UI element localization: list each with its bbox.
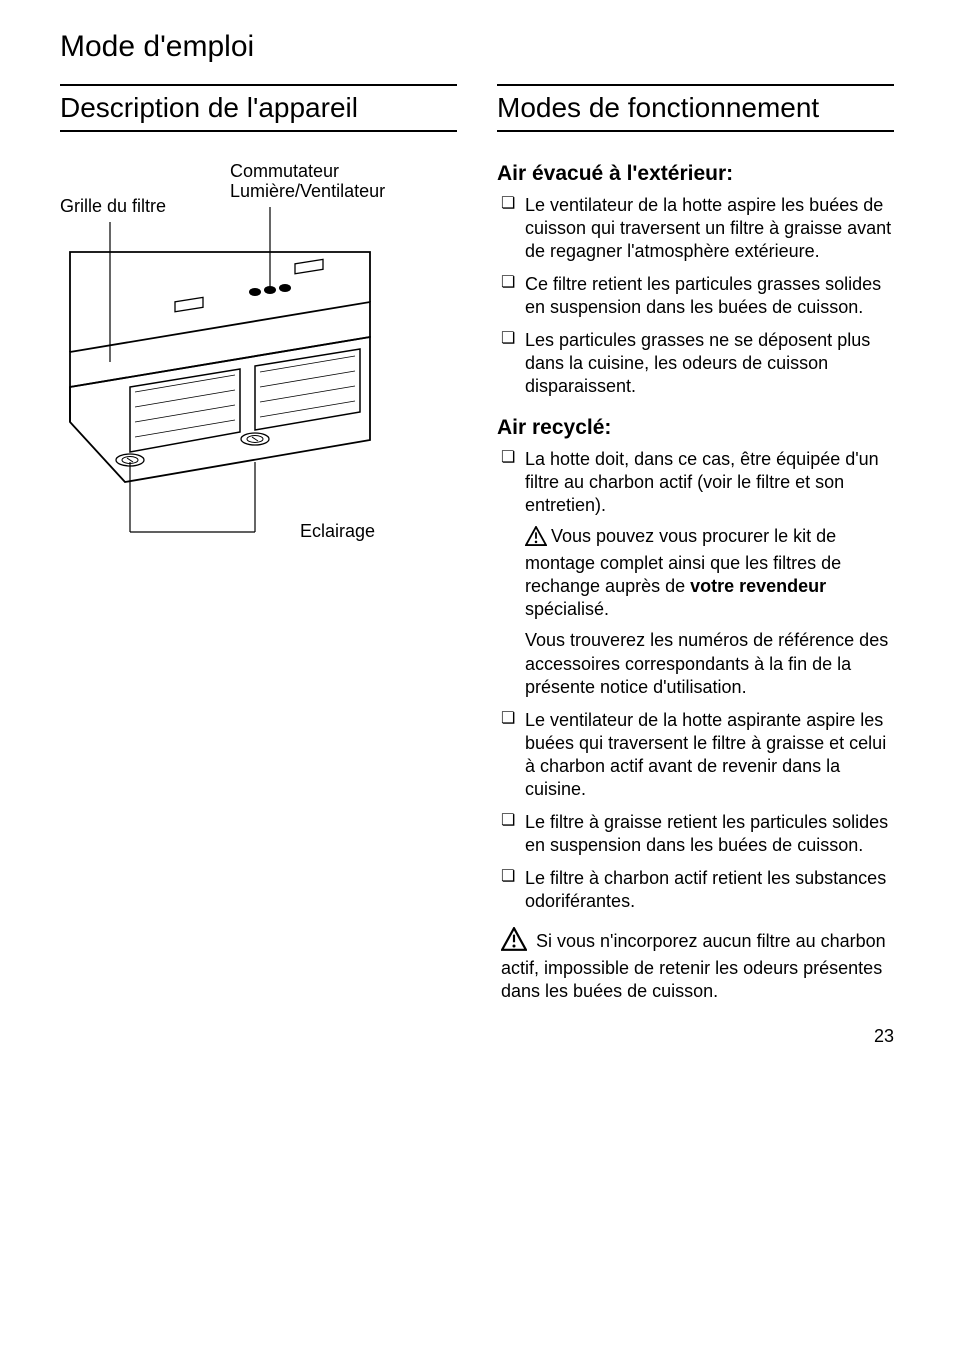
list-item-text: La hotte doit, dans ce cas, être équipée… <box>525 449 879 515</box>
list-item: La hotte doit, dans ce cas, être équipée… <box>497 448 894 698</box>
left-column: Description de l'appareil Commutateur Lu… <box>60 84 457 1007</box>
section1-title: Air évacué à l'extérieur: <box>497 162 894 186</box>
right-heading: Modes de fonctionnement <box>497 84 894 132</box>
bottom-warning-text: Si vous n'incorporez aucun filtre au cha… <box>501 931 886 1001</box>
section2-list-a: La hotte doit, dans ce cas, être équipée… <box>497 448 894 913</box>
list-item: Ce filtre retient les particules grasses… <box>497 273 894 319</box>
right-column: Modes de fonctionnement Air évacué à l'e… <box>497 84 894 1007</box>
note-with-icon: Vous pouvez vous procurer le kit de mont… <box>525 525 894 621</box>
section2-title: Air recyclé: <box>497 416 894 440</box>
section1-list: Le ventilateur de la hotte aspire les bu… <box>497 194 894 398</box>
note2: Vous trouverez les numéros de référence … <box>525 629 894 698</box>
list-item: Le filtre à charbon actif retient les su… <box>497 867 894 913</box>
page-title: Mode d'emploi <box>60 30 894 64</box>
hood-svg <box>60 162 450 562</box>
label-commutateur: Commutateur Lumière/Ventilateur <box>230 162 385 202</box>
list-item: Le filtre à graisse retient les particul… <box>497 811 894 857</box>
list-item: Le ventilateur de la hotte aspire les bu… <box>497 194 894 263</box>
warning-icon <box>501 927 527 957</box>
note1-bold: votre revendeur <box>690 576 826 596</box>
list-item: Le ventilateur de la hotte aspirante asp… <box>497 709 894 801</box>
label-commutateur-line2: Lumière/Ventilateur <box>230 181 385 201</box>
list-item: Les particules grasses ne se déposent pl… <box>497 329 894 398</box>
label-grille: Grille du filtre <box>60 197 166 217</box>
two-column-layout: Description de l'appareil Commutateur Lu… <box>60 84 894 1007</box>
appliance-diagram: Commutateur Lumière/Ventilateur Grille d… <box>60 162 450 562</box>
bottom-warning: Si vous n'incorporez aucun filtre au cha… <box>497 927 894 1003</box>
page-number: 23 <box>874 1026 894 1047</box>
left-heading: Description de l'appareil <box>60 84 457 132</box>
note1-post: spécialisé. <box>525 599 609 619</box>
label-commutateur-line1: Commutateur <box>230 161 339 181</box>
warning-icon <box>525 526 547 552</box>
label-eclairage: Eclairage <box>300 522 375 542</box>
